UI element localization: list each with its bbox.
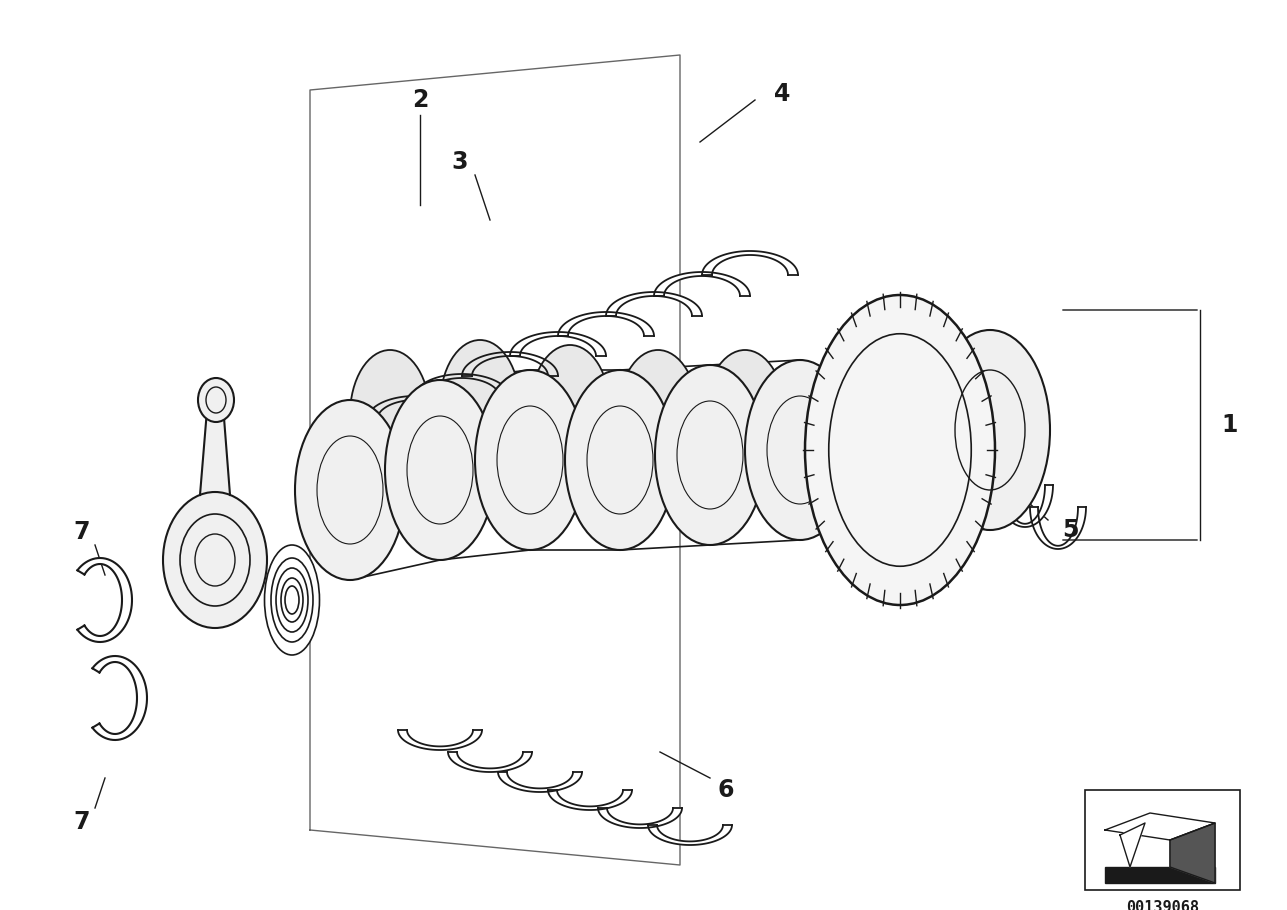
Ellipse shape (804, 295, 995, 605)
Ellipse shape (284, 586, 299, 614)
Text: 7: 7 (73, 810, 90, 834)
Ellipse shape (281, 578, 302, 622)
Polygon shape (1106, 867, 1215, 883)
Ellipse shape (475, 370, 586, 550)
Polygon shape (1106, 813, 1215, 840)
Ellipse shape (565, 370, 674, 550)
Polygon shape (448, 752, 532, 772)
Polygon shape (498, 772, 582, 792)
Polygon shape (462, 352, 559, 376)
Ellipse shape (295, 400, 405, 580)
Polygon shape (93, 656, 147, 740)
Polygon shape (927, 438, 983, 480)
Bar (1085, 790, 1239, 890)
Ellipse shape (163, 492, 266, 628)
Polygon shape (398, 730, 483, 750)
Text: 4: 4 (773, 82, 790, 106)
Polygon shape (1120, 823, 1145, 867)
Ellipse shape (931, 330, 1050, 530)
Polygon shape (997, 485, 1053, 527)
Text: 1: 1 (1221, 413, 1238, 437)
Polygon shape (1030, 507, 1086, 549)
Text: 3: 3 (452, 150, 468, 174)
Polygon shape (1170, 823, 1215, 883)
Ellipse shape (350, 350, 430, 480)
Polygon shape (559, 312, 654, 336)
Ellipse shape (745, 360, 855, 540)
Ellipse shape (272, 558, 313, 642)
Ellipse shape (275, 568, 308, 632)
Ellipse shape (705, 350, 785, 480)
Polygon shape (606, 292, 701, 316)
Ellipse shape (385, 380, 495, 560)
Polygon shape (77, 558, 133, 642)
Ellipse shape (530, 345, 610, 475)
Text: 7: 7 (73, 520, 90, 544)
Polygon shape (199, 405, 230, 495)
Text: 5: 5 (1062, 518, 1079, 542)
Polygon shape (548, 790, 632, 810)
Polygon shape (647, 825, 732, 845)
Polygon shape (414, 374, 510, 398)
Text: 00139068: 00139068 (1126, 901, 1199, 910)
Polygon shape (367, 396, 463, 420)
Polygon shape (701, 251, 798, 275)
Ellipse shape (265, 545, 319, 655)
Ellipse shape (198, 378, 234, 422)
Polygon shape (510, 332, 606, 356)
Text: 6: 6 (718, 778, 735, 802)
Ellipse shape (618, 350, 698, 480)
Ellipse shape (655, 365, 764, 545)
Polygon shape (654, 272, 750, 296)
Text: 2: 2 (412, 88, 429, 112)
Ellipse shape (440, 340, 520, 470)
Polygon shape (961, 462, 1018, 504)
Polygon shape (598, 808, 682, 828)
